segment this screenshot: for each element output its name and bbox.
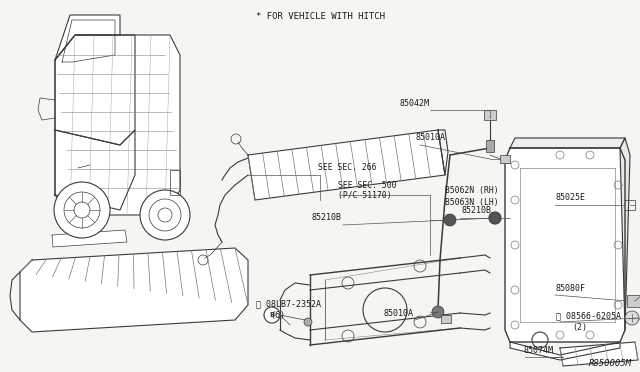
- Text: 85025E: 85025E: [556, 193, 586, 202]
- Polygon shape: [510, 342, 620, 360]
- Text: (2): (2): [572, 323, 587, 332]
- Polygon shape: [20, 248, 248, 332]
- Circle shape: [264, 307, 280, 323]
- Text: 85010A: 85010A: [415, 133, 445, 142]
- Polygon shape: [510, 138, 625, 148]
- Circle shape: [432, 306, 444, 318]
- Text: 85210B: 85210B: [462, 206, 492, 215]
- Bar: [486, 140, 494, 152]
- Text: 85074M: 85074M: [524, 346, 554, 355]
- Bar: [441, 315, 451, 323]
- Polygon shape: [560, 342, 638, 366]
- Polygon shape: [620, 138, 630, 330]
- Text: B5062N (RH): B5062N (RH): [445, 186, 499, 195]
- Text: 85210B: 85210B: [312, 213, 342, 222]
- Text: (P/C 51170): (P/C 51170): [338, 191, 392, 200]
- Text: R850005M: R850005M: [589, 359, 632, 368]
- Circle shape: [304, 318, 312, 326]
- Polygon shape: [55, 130, 135, 210]
- Polygon shape: [55, 15, 120, 60]
- Polygon shape: [505, 148, 625, 342]
- Circle shape: [625, 311, 639, 325]
- Text: B: B: [269, 312, 275, 318]
- Text: (6): (6): [270, 311, 285, 320]
- Text: SEE SEC. 266: SEE SEC. 266: [318, 163, 376, 172]
- Bar: [170, 170, 180, 195]
- Text: * FOR VEHICLE WITH HITCH: * FOR VEHICLE WITH HITCH: [255, 12, 385, 21]
- Text: Ⓑ 08LB7-2352A: Ⓑ 08LB7-2352A: [256, 299, 321, 308]
- Circle shape: [54, 182, 110, 238]
- Polygon shape: [52, 230, 127, 247]
- Text: Ⓢ 08566-6205A: Ⓢ 08566-6205A: [556, 311, 621, 320]
- Polygon shape: [55, 35, 135, 145]
- Bar: [627, 295, 640, 307]
- Circle shape: [489, 212, 501, 224]
- Bar: [500, 155, 510, 163]
- Polygon shape: [55, 35, 180, 215]
- Text: SEE SEC. 500: SEE SEC. 500: [338, 181, 397, 190]
- Bar: [484, 110, 496, 120]
- Text: 85010A: 85010A: [383, 309, 413, 318]
- Polygon shape: [248, 130, 445, 200]
- Text: B5063N (LH): B5063N (LH): [445, 198, 499, 207]
- Circle shape: [140, 190, 190, 240]
- Text: 85080F: 85080F: [556, 284, 586, 293]
- Circle shape: [444, 214, 456, 226]
- Text: 85042M: 85042M: [400, 99, 430, 108]
